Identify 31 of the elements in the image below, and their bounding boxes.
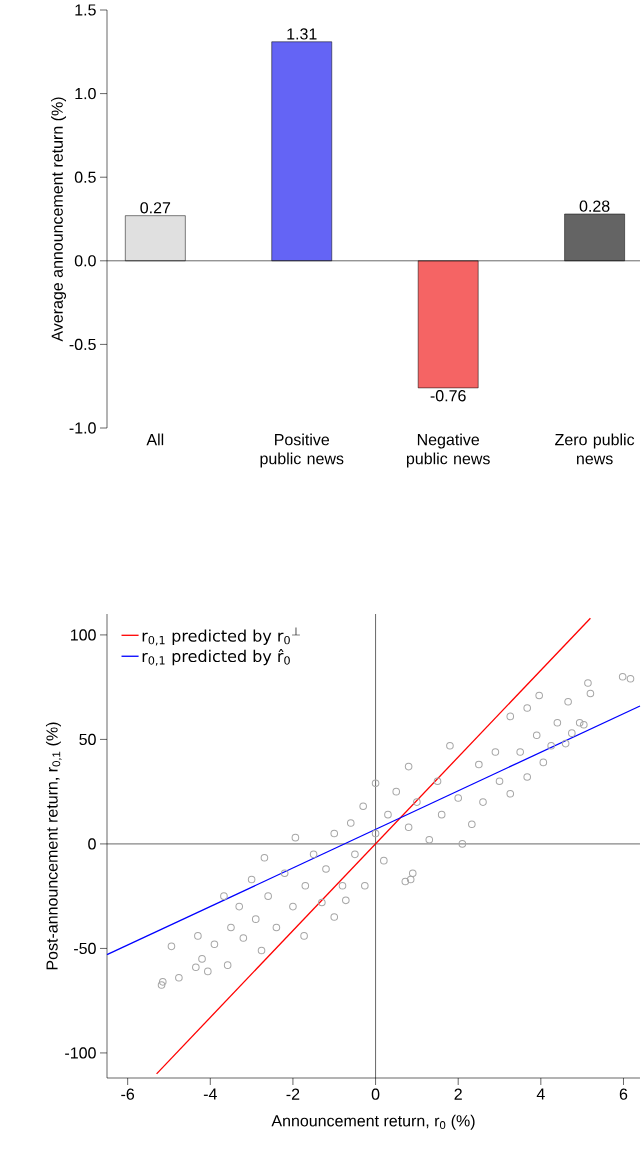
y-axis-title: Average announcement return (%) <box>51 97 67 342</box>
y-tick-label: -100 <box>65 1047 96 1059</box>
y-tick-label: 0.5 <box>74 171 96 183</box>
data-label: -0.76 <box>430 390 466 402</box>
x-tick-label: Zero public news <box>555 433 635 465</box>
y-tick-label: -0.5 <box>69 338 96 351</box>
x-tick-label: -4 <box>203 1088 217 1100</box>
x-tick-label: 4 <box>536 1088 545 1100</box>
y-tick-label: -50 <box>74 942 96 955</box>
y-tick-label: 0 <box>88 838 96 850</box>
x-tick-label: Negative public news <box>406 433 490 468</box>
x-tick-label: -2 <box>286 1088 300 1100</box>
data-label: 1.31 <box>287 28 317 40</box>
x-tick-label: Positive public news <box>260 433 344 468</box>
y-tick-label: 100 <box>70 629 96 641</box>
x-tick-label: All <box>146 433 164 446</box>
data-label: 0.28 <box>579 200 610 212</box>
x-tick-label: 6 <box>619 1088 628 1100</box>
y-tick-label: 50 <box>79 733 96 746</box>
x-tick-label: -6 <box>121 1088 135 1100</box>
data-label: 0.27 <box>140 202 171 214</box>
legend-label: r$_{0,1}$ predicted by r$_{0}$⊥ <box>142 627 300 646</box>
y-axis-title: Post-announcement return, r$_{0,1}$ (%) <box>45 722 62 970</box>
y-tick-label: 1.5 <box>75 4 96 16</box>
x-tick-label: 0 <box>371 1088 380 1100</box>
y-tick-label: 1.0 <box>75 87 96 100</box>
y-tick-label: -1.0 <box>69 422 96 434</box>
y-tick-label: 0.0 <box>74 255 96 267</box>
x-axis-title: Announcement return, r$_{0}$ (%) <box>271 1114 475 1130</box>
x-tick-label: 2 <box>454 1088 462 1100</box>
legend-label: r$_{0,1}$ predicted by r̂$_{0}$ <box>142 649 290 666</box>
